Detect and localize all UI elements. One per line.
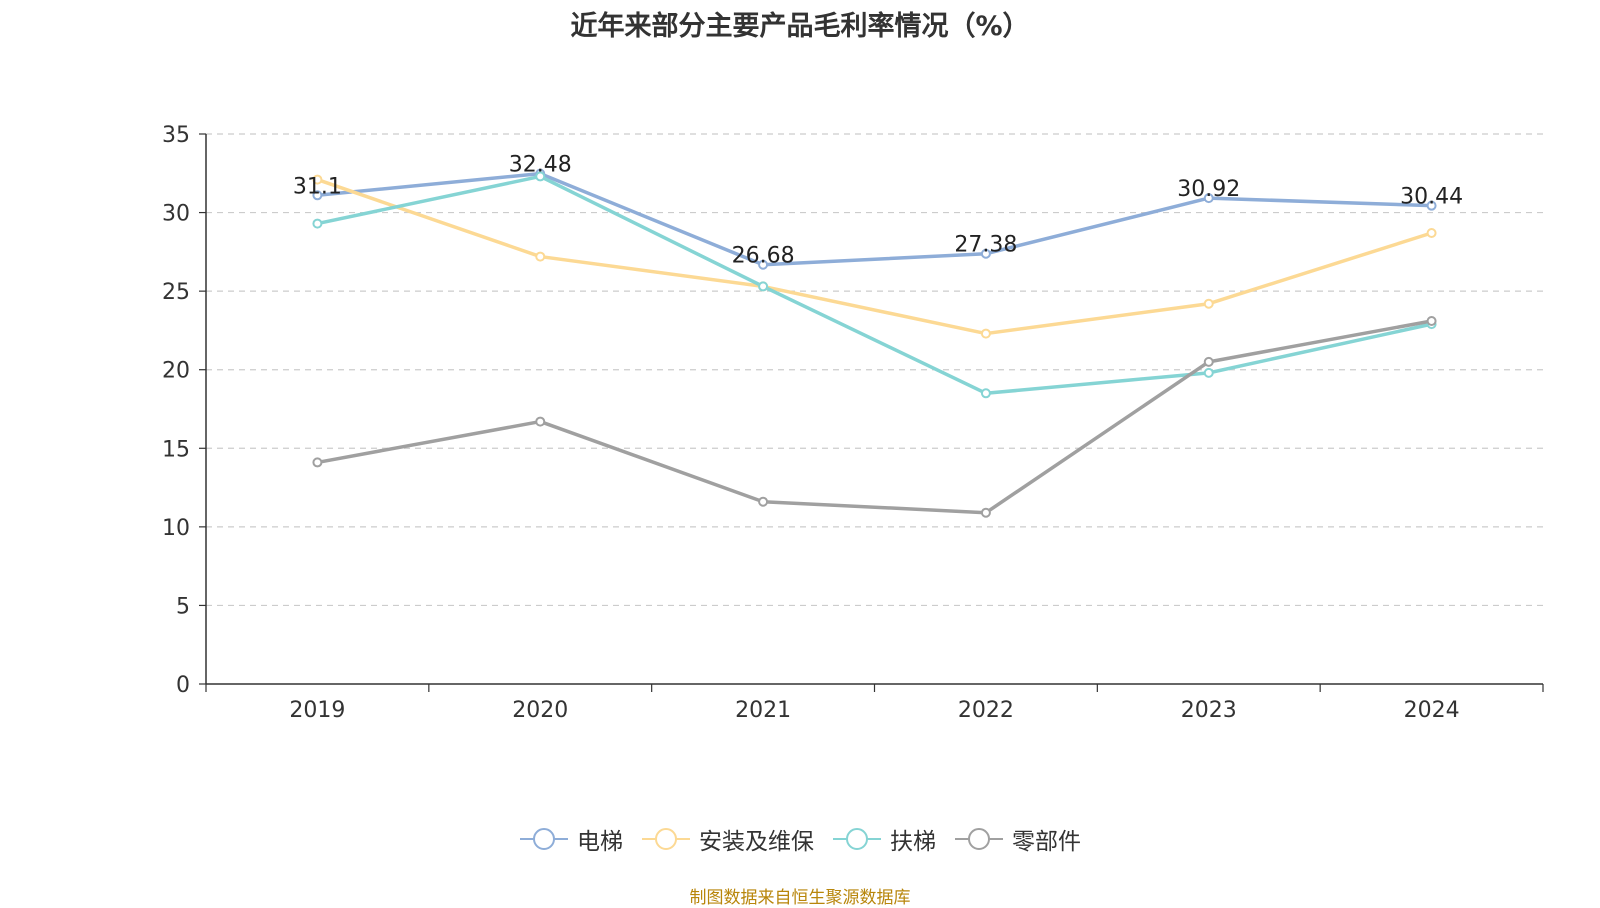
y-tick-label: 30 (162, 202, 190, 227)
data-point (758, 259, 769, 270)
data-point (312, 174, 323, 185)
data-point (980, 507, 991, 518)
legend-marker-icon (955, 828, 1003, 850)
data-point (980, 328, 991, 339)
legend-label: 安装及维保 (699, 829, 814, 855)
data-point (1203, 193, 1214, 204)
data-point (1203, 356, 1214, 367)
y-tick-label: 35 (162, 123, 190, 148)
legend-label: 电梯 (577, 829, 623, 855)
data-point (1203, 367, 1214, 378)
data-label: 30.92 (1177, 177, 1240, 202)
data-point (758, 496, 769, 507)
x-tick-label: 2020 (512, 698, 568, 723)
data-label: 30.44 (1400, 185, 1463, 210)
data-point (535, 416, 546, 427)
y-tick-label: 20 (162, 359, 190, 384)
legend-marker-icon (833, 828, 881, 850)
data-point (1426, 200, 1437, 211)
legend-item-4[interactable]: 零部件 (954, 822, 1081, 856)
data-point (1203, 298, 1214, 309)
x-tick-label: 2019 (289, 698, 345, 723)
data-point (1426, 228, 1437, 238)
series-line-4 (317, 319, 1432, 515)
data-point (980, 388, 991, 399)
series-line-2 (316, 177, 1433, 336)
y-tick-label: 10 (162, 516, 190, 541)
data-point (312, 218, 323, 229)
data-label: 32.48 (509, 153, 572, 178)
data-label: 27.38 (954, 233, 1017, 258)
data-point (1426, 316, 1437, 326)
y-tick-label: 15 (162, 437, 190, 462)
x-tick-label: 2023 (1181, 698, 1237, 723)
legend-label: 扶梯 (890, 829, 936, 855)
legend-item-3[interactable]: 扶梯 (832, 822, 936, 856)
legend-item-1[interactable]: 电梯 (519, 822, 623, 856)
data-point (980, 248, 991, 259)
y-tick-label: 25 (162, 280, 190, 305)
chart-title: 近年来部分主要产品毛利率情况（%） (570, 11, 1030, 42)
data-point (312, 190, 323, 201)
legend-marker-icon (520, 828, 568, 850)
x-tick-label: 2024 (1404, 698, 1460, 723)
source-note: 制图数据来自恒生聚源数据库 (689, 888, 911, 908)
y-tick-label: 5 (176, 594, 190, 619)
data-label: 26.68 (732, 244, 795, 269)
legend-label: 零部件 (1012, 829, 1081, 855)
series-line-1 (317, 171, 1432, 267)
legend-marker-icon (642, 828, 690, 850)
x-tick-label: 2021 (735, 698, 791, 723)
data-label: 31.1 (293, 174, 342, 199)
data-point (758, 281, 769, 292)
legend: 电梯 安装及维保 扶梯 零部件 (0, 822, 1600, 856)
data-point (535, 251, 546, 262)
legend-item-2[interactable]: 安装及维保 (641, 822, 814, 856)
data-point (535, 171, 546, 182)
y-tick-label: 0 (176, 673, 190, 698)
data-point (312, 457, 323, 468)
x-tick-label: 2022 (958, 698, 1014, 723)
series-line-3 (317, 174, 1432, 396)
